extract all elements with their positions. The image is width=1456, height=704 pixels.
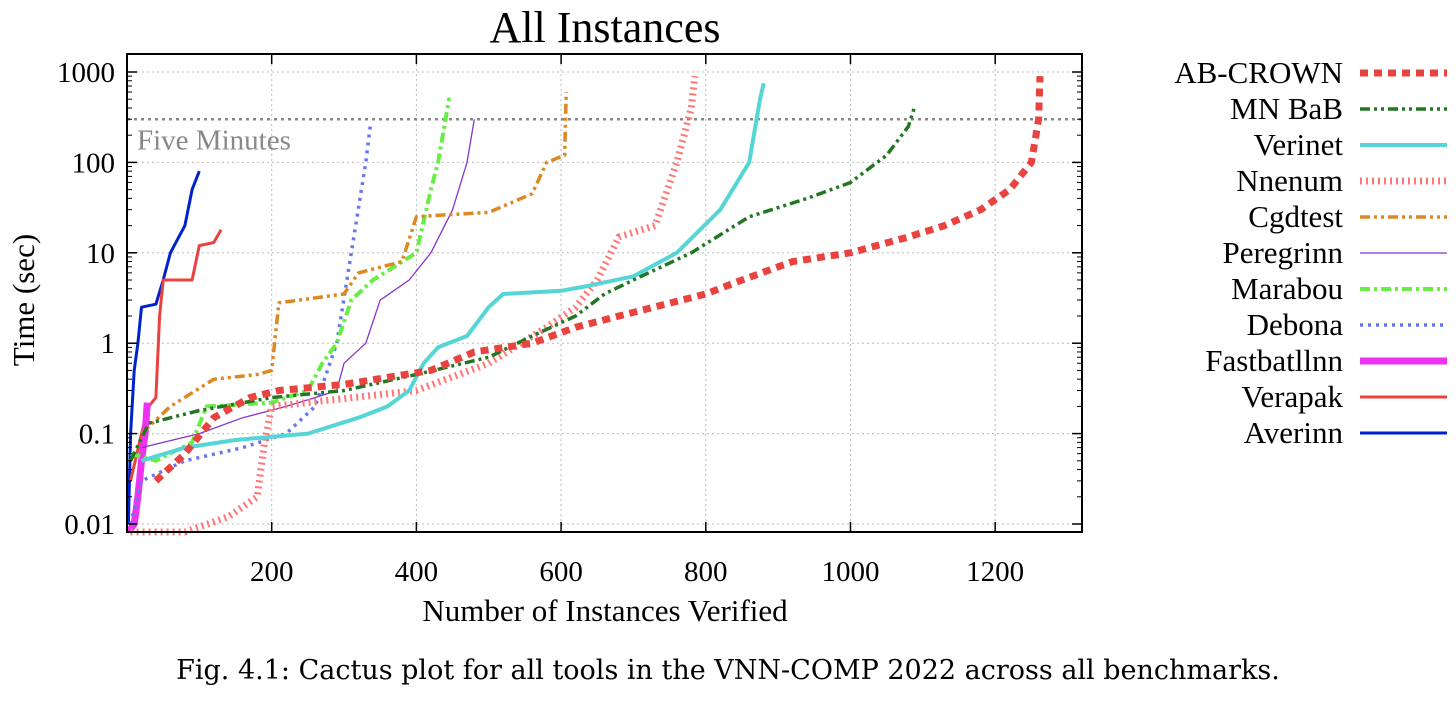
series-line-verinet [140, 82, 766, 463]
legend-label: Debona [1247, 307, 1344, 342]
series-line-cgdtest [140, 92, 568, 435]
five-minutes-label: Five Minutes [137, 124, 291, 156]
x-tick-label: 1000 [821, 556, 879, 588]
y-tick-label: 100 [72, 147, 116, 179]
x-tick-label: 200 [250, 556, 294, 588]
legend-label: Nnenum [1236, 163, 1343, 198]
y-tick-label: 1000 [57, 57, 115, 89]
x-tick-label: 400 [395, 556, 439, 588]
legend-label: Marabou [1231, 271, 1343, 306]
y-axis-label: Time (sec) [6, 234, 41, 366]
y-tick-label: 0.01 [64, 509, 115, 541]
y-tick-label: 1 [101, 328, 116, 360]
cactus-chart: All Instances Five Minutes 200 400 600 800 1… [6, 3, 1447, 628]
series-line-marabou [130, 97, 451, 463]
five-minutes-line: Five Minutes [127, 118, 1082, 156]
legend-label: Averinn [1244, 415, 1344, 450]
series-line-ab-crown [153, 75, 1044, 484]
legend-label: Fastbatllnn [1205, 343, 1343, 378]
legend-label: Verinet [1253, 127, 1343, 162]
axis-ticks: 200 400 600 800 1000 1200 0.01 0.1 1 10 100 1000 [57, 54, 1082, 588]
x-tick-label: 800 [684, 556, 728, 588]
x-tick-label: 1200 [966, 556, 1024, 588]
series-line-mn-bab [129, 107, 916, 462]
series-line-debona [128, 121, 373, 525]
series-line-peregrinn [141, 119, 475, 449]
legend-label: Cgdtest [1248, 199, 1343, 234]
plot-frame [126, 53, 1083, 533]
series-line-nnenum [130, 75, 699, 536]
chart-title: All Instances [490, 3, 721, 52]
series-lines [125, 75, 1044, 536]
legend-label: Peregrinn [1222, 235, 1343, 270]
y-tick-label: 10 [86, 238, 115, 270]
x-tick-label: 600 [539, 556, 583, 588]
gridlines [127, 54, 1082, 532]
x-axis-label: Number of Instances Verified [422, 593, 788, 628]
legend-label: Verapak [1241, 379, 1343, 414]
legend-label: AB-CROWN [1174, 55, 1343, 90]
y-tick-label: 0.1 [79, 419, 115, 451]
legend-label: MN BaB [1230, 91, 1343, 126]
series-line-averinn [126, 170, 201, 525]
figure-caption: Fig. 4.1: Cactus plot for all tools in t… [176, 655, 1280, 686]
